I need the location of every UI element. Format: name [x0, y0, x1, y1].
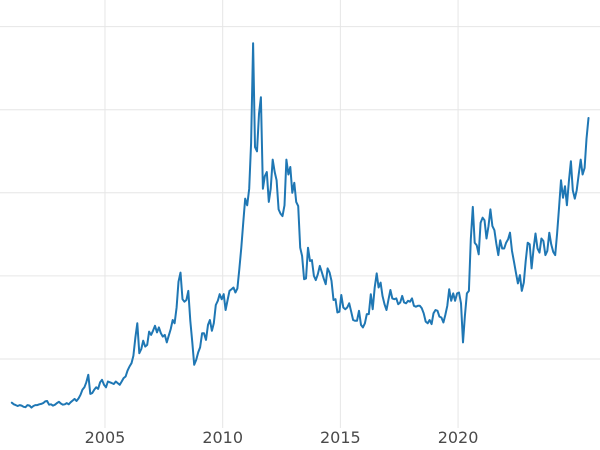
- gridlines: [0, 0, 600, 428]
- x-tick-label: 2010: [202, 428, 243, 447]
- x-tick-label: 2020: [438, 428, 479, 447]
- x-axis-tick-labels: 2005 2010 2015 2020: [85, 428, 479, 447]
- price-line-series: [10, 42, 590, 409]
- x-tick-label: 2015: [320, 428, 361, 447]
- x-tick-label: 2005: [85, 428, 126, 447]
